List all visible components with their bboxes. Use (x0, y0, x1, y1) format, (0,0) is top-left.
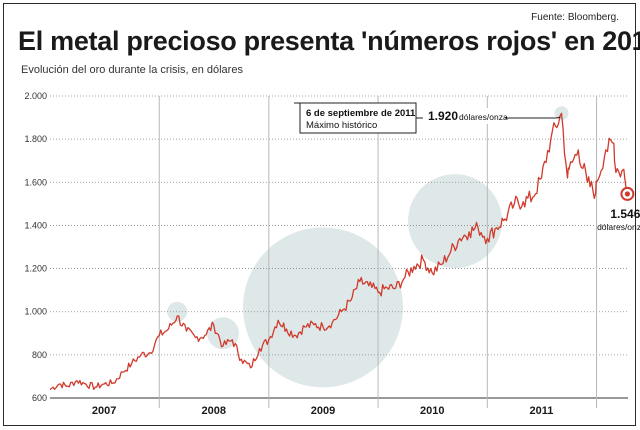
x-tick-label: 2009 (311, 405, 335, 417)
last-value-unit: dólares/onza (597, 222, 640, 232)
peak-value: 1.920 (428, 109, 458, 123)
x-axis: 2007 2008 2009 2010 2011 (50, 96, 628, 417)
highlight-bubble (167, 301, 188, 322)
y-tick-label: 1.200 (24, 264, 47, 274)
gold-price-line (49, 112, 629, 391)
y-tick-label: 600 (32, 393, 47, 403)
last-value-marker-dot (624, 191, 631, 197)
y-tick-label: 800 (32, 350, 47, 360)
peak-unit: dólares/onza (459, 112, 508, 122)
y-tick-label: 1.800 (24, 134, 47, 144)
x-tick-label: 2010 (420, 405, 444, 417)
chart-subtitle: Evolución del oro durante la crisis, en … (21, 64, 243, 76)
x-tick-label: 2007 (92, 405, 116, 417)
x-tick-label: 2008 (201, 405, 225, 417)
highlight-bubble (407, 174, 502, 269)
last-value: 1.546 (610, 207, 640, 221)
y-tick-label: 1.600 (24, 177, 47, 187)
y-axis: 600 800 1.000 1.200 1.400 1.600 1.800 2.000 (24, 91, 47, 403)
y-tick-label: 2.000 (24, 91, 47, 101)
peak-leader-line (555, 116, 561, 119)
chart-title: El metal precioso presenta 'números rojo… (18, 26, 640, 56)
highlight-bubble (242, 227, 403, 388)
highlight-bubbles (167, 106, 569, 388)
y-tick-label: 1.400 (24, 220, 47, 230)
peak-value-bg (423, 108, 505, 124)
peak-date-label: 6 de septiembre de 2011 (306, 108, 416, 119)
y-tick-label: 1.000 (24, 307, 47, 317)
peak-subtext: Máximo histórico (306, 120, 377, 131)
series-layer (49, 112, 629, 391)
x-tick-label: 2011 (530, 405, 554, 417)
source-note: Fuente: Bloomberg. (531, 12, 619, 23)
